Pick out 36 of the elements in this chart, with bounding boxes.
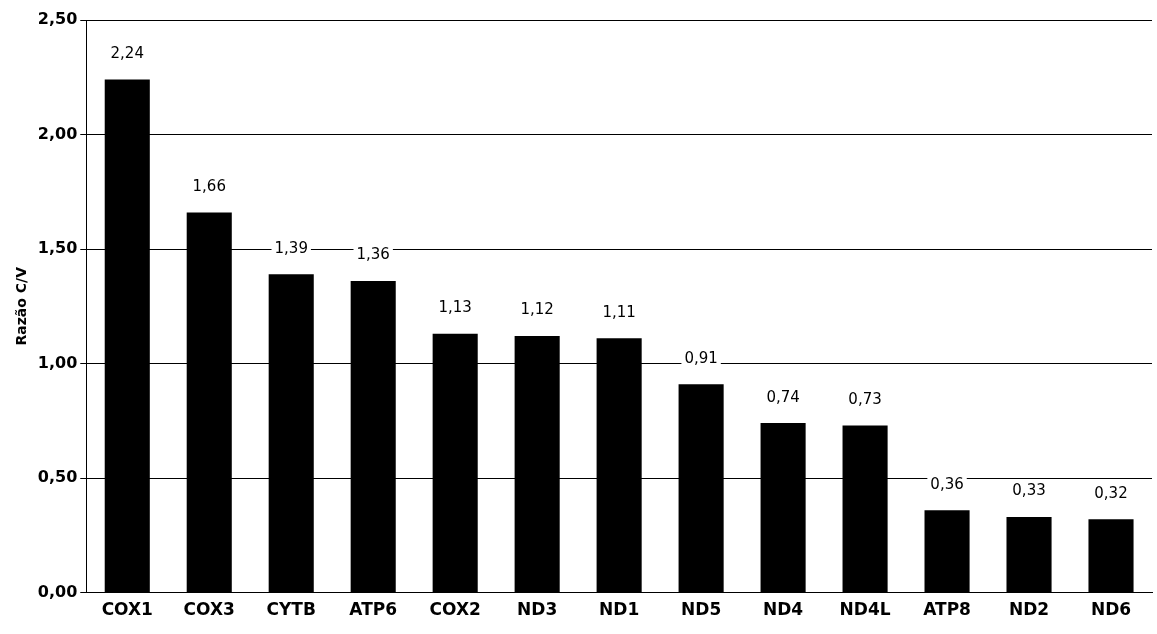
x-tick-label: ND1 (599, 599, 640, 620)
x-tick-label: ND4L (839, 599, 891, 620)
data-label: 1,36 (356, 245, 390, 264)
data-label: 1,12 (520, 300, 554, 319)
x-tick-label: COX1 (101, 599, 153, 620)
x-tick-label: ND5 (681, 599, 722, 620)
data-label: 0,73 (848, 389, 882, 408)
y-tick-label: 0,00 (37, 581, 78, 601)
x-tick-label: ATP6 (349, 599, 398, 620)
x-tick-label: COX2 (429, 599, 481, 620)
data-label: 2,24 (110, 43, 144, 62)
data-label: 1,13 (438, 298, 472, 317)
y-axis-title: Razão C/V (13, 266, 30, 346)
data-label: 0,91 (684, 348, 718, 367)
x-tick-label: ND3 (517, 599, 558, 620)
bar (1006, 517, 1052, 593)
y-tick-label: 2,50 (37, 9, 78, 29)
x-tick-label: ND2 (1008, 599, 1050, 620)
data-label: 1,11 (602, 302, 636, 321)
data-label: 0,36 (930, 474, 964, 493)
y-tick-label: 1,00 (37, 352, 78, 372)
y-tick-label: 1,50 (37, 238, 78, 258)
data-label: 0,74 (766, 387, 800, 406)
data-label: 0,32 (1094, 483, 1128, 502)
data-label: 1,66 (192, 176, 226, 195)
data-label: 1,39 (274, 238, 308, 257)
x-tick-label: ND6 (1090, 599, 1132, 620)
x-tick-label: COX3 (183, 599, 235, 620)
y-tick-label: 2,00 (37, 123, 78, 143)
x-tick-label: CYTB (266, 599, 316, 620)
x-tick-label: ND4 (763, 599, 804, 620)
bar (1088, 519, 1134, 593)
bar (924, 510, 970, 593)
data-label: 0,33 (1012, 481, 1046, 500)
x-tick-label: ATP8 (923, 599, 971, 620)
y-tick-label: 0,50 (37, 467, 78, 487)
